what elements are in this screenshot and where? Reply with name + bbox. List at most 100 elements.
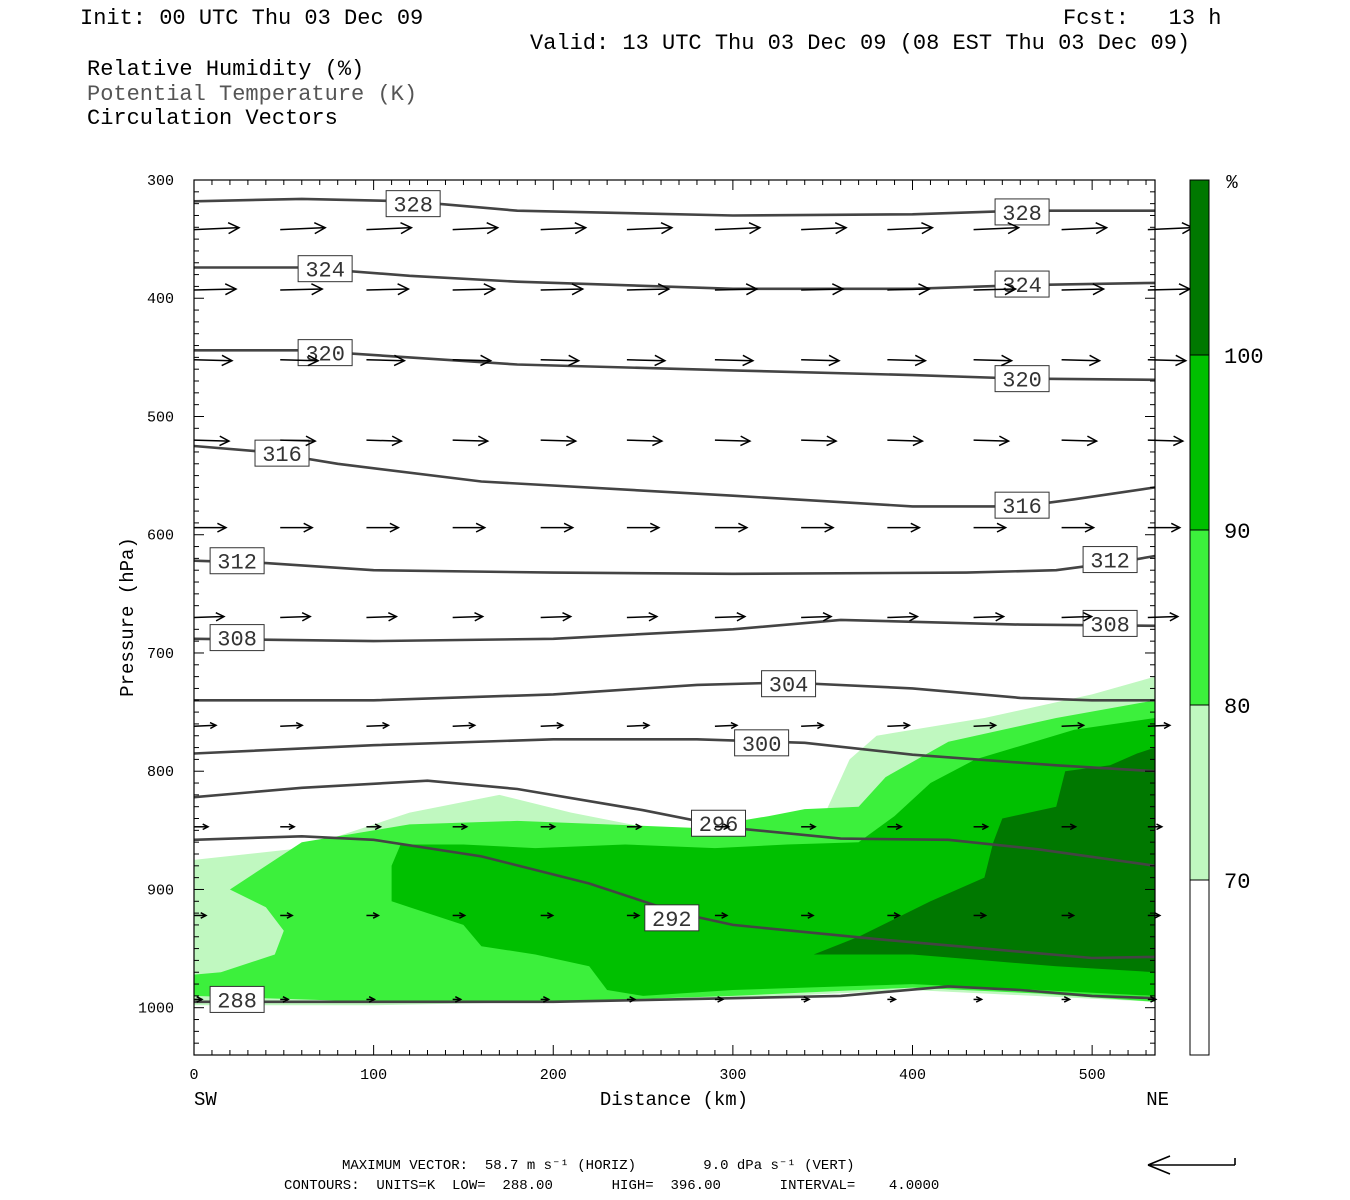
vector-head — [1084, 522, 1096, 533]
vector-head — [196, 996, 204, 1003]
theta-label-292-0: 292 — [644, 904, 700, 933]
x-tick-label: 500 — [1079, 1067, 1106, 1084]
colorbar-level-label: 100 — [1224, 345, 1264, 370]
vector-arrow — [887, 435, 925, 447]
vector-head — [227, 222, 241, 235]
theta-label-box — [734, 729, 790, 757]
forecast-hour: Fcst: 13 h — [1063, 6, 1222, 31]
vector-head — [975, 996, 984, 1003]
contour-info-text: CONTOURS: UNITS=K LOW= 288.00 HIGH= 396.… — [284, 1178, 940, 1194]
vector-arrow — [801, 996, 811, 1003]
vector-shaft — [887, 439, 923, 442]
vector-arrow — [801, 612, 833, 622]
vector-arrow — [801, 721, 825, 730]
vector-head — [1154, 912, 1162, 919]
vector-arrow — [194, 823, 210, 831]
vector-head — [629, 996, 637, 1003]
theta-label-text: 312 — [217, 551, 257, 576]
vector-head — [738, 522, 749, 533]
vector-arrow — [626, 222, 674, 235]
vector-head — [1170, 522, 1182, 533]
vector-head — [1092, 283, 1106, 296]
theta-label-324-0: 324 — [297, 255, 353, 284]
vector-head — [458, 912, 467, 919]
theta-label-box — [1082, 546, 1138, 574]
vector-head — [568, 354, 581, 367]
y-tick-label: 900 — [147, 882, 174, 899]
vector-arrow — [714, 996, 725, 1003]
theta-label-304-0: 304 — [761, 670, 817, 699]
vector-head — [219, 435, 231, 447]
theta-label-text: 312 — [1090, 550, 1130, 575]
vector-arrow — [194, 522, 228, 533]
vector-shaft — [714, 226, 760, 231]
vector-head — [468, 721, 477, 730]
vector-shaft — [973, 439, 1009, 442]
vector-arrow — [887, 996, 898, 1003]
vector-head — [893, 912, 902, 919]
colorbar-segment — [1190, 880, 1209, 1055]
vector-shaft — [801, 288, 844, 291]
vector-arrow — [1061, 283, 1106, 296]
vector-shaft — [366, 439, 402, 442]
vector-head — [215, 612, 226, 622]
vector-arrow — [540, 283, 585, 296]
y-tick-label: 600 — [147, 528, 174, 545]
axis-ticks: 0 100 200 300 400 500 300 400 500 600 700 800 900 100… — [138, 173, 1155, 1084]
vector-arrow — [366, 612, 399, 622]
vector-shaft — [280, 615, 311, 619]
vector-arrow — [887, 612, 920, 622]
vector-head — [1083, 612, 1094, 622]
vector-arrow — [540, 996, 551, 1003]
vector-shaft — [714, 724, 737, 728]
vector-shaft — [540, 226, 586, 231]
axis-titles: Distance (km) Pressure (hPa) SW NE % — [117, 172, 1238, 1111]
vector-head — [912, 435, 925, 447]
vector-arrow — [973, 823, 990, 831]
theta-label-box — [209, 547, 265, 575]
colorbar-unit: % — [1226, 172, 1238, 194]
vector-arrow — [626, 283, 671, 296]
vector-arrow — [280, 283, 324, 296]
vector-shaft — [452, 615, 483, 619]
vector-shaft — [714, 358, 753, 362]
colorbar-segment — [1190, 530, 1209, 705]
vector-arrow — [714, 354, 755, 367]
vector-arrow — [366, 823, 383, 831]
vector-shaft — [452, 226, 498, 231]
vector-head — [475, 522, 487, 533]
vector-arrow — [973, 721, 998, 730]
vector-shaft — [714, 439, 750, 442]
vector-shaft — [280, 439, 316, 442]
vector-shaft — [1061, 439, 1097, 442]
y-tick-label: 500 — [147, 409, 174, 426]
vector-arrow — [452, 721, 477, 730]
theta-label-320-1: 320 — [994, 365, 1050, 394]
vector-head — [822, 612, 833, 622]
vector-head — [311, 283, 324, 296]
vector-arrow — [714, 435, 752, 447]
colorbar-segment — [1190, 180, 1209, 355]
vector-shaft — [801, 615, 832, 619]
vector-shaft — [626, 288, 669, 291]
vector-shaft — [193, 724, 217, 728]
y-tick-label: 400 — [147, 291, 174, 308]
vector-arrow — [540, 435, 578, 447]
vector-arrow — [801, 522, 835, 533]
vector-head — [1069, 823, 1078, 831]
vector-arrow — [973, 435, 1011, 447]
vector-head — [486, 222, 500, 235]
theta-label-text: 300 — [742, 733, 782, 758]
vector-head — [307, 354, 320, 367]
vector-arrow — [714, 283, 759, 296]
reference-vector-icon — [1147, 1155, 1236, 1175]
vector-shaft — [540, 615, 571, 619]
vector-arrow — [801, 912, 815, 919]
theta-label-text: 288 — [217, 989, 257, 1014]
vector-shaft — [452, 724, 475, 728]
vector-head — [574, 222, 588, 235]
vector-arrow — [626, 912, 641, 919]
vector-arrow — [452, 354, 493, 367]
vector-head — [730, 721, 739, 730]
vector-arrow — [452, 823, 469, 831]
